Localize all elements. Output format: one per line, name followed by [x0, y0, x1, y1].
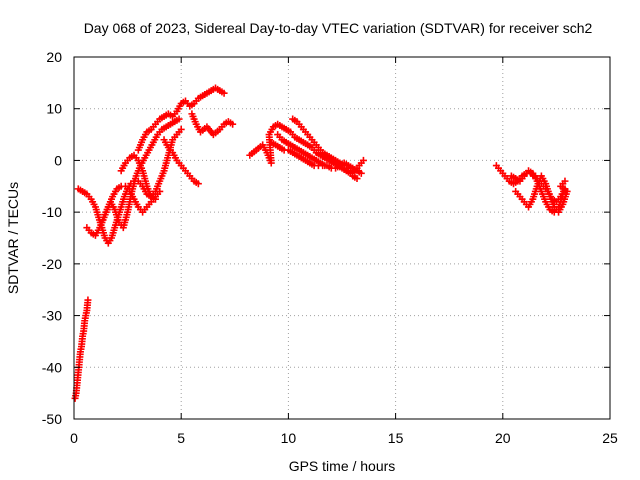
data-point — [561, 177, 569, 185]
x-tick-label: 5 — [177, 430, 185, 446]
series-sat-arc-1 — [71, 296, 92, 402]
series-sat-arc-11 — [289, 115, 361, 183]
plot-frame — [73, 56, 611, 420]
data-point — [220, 89, 228, 97]
data-point — [359, 156, 367, 164]
x-tick-label: 0 — [70, 430, 78, 446]
y-axis-title: SDTVAR / TECUs — [5, 182, 21, 294]
y-tick-label: 0 — [54, 152, 62, 168]
data-point — [229, 120, 237, 128]
y-tick-label: -10 — [42, 204, 62, 220]
x-tick-label: 15 — [388, 430, 404, 446]
x-axis-title: GPS time / hours — [289, 458, 396, 474]
x-tick-label: 10 — [281, 430, 297, 446]
data-point — [353, 175, 361, 183]
y-tick-label: 10 — [46, 101, 62, 117]
y-tick-label: -30 — [42, 308, 62, 324]
data-points — [71, 84, 571, 402]
data-point — [194, 180, 202, 188]
series-sat-arc-6 — [134, 84, 228, 154]
y-tick-label: -40 — [42, 359, 62, 375]
series-sat-arc-5 — [117, 125, 185, 201]
x-tick-label: 25 — [602, 430, 618, 446]
series-sat-arc-14 — [512, 172, 571, 216]
series-sat-arc-12 — [274, 131, 329, 170]
y-tick-label: -50 — [42, 411, 62, 427]
series-sat-arc-8 — [188, 110, 237, 139]
y-tick-label: 20 — [46, 49, 62, 65]
series-sat-arc-7 — [160, 136, 202, 188]
data-point — [84, 296, 92, 304]
series-sat-arc-4 — [98, 115, 183, 232]
data-point — [357, 169, 365, 177]
data-point — [175, 115, 183, 123]
data-point — [321, 162, 329, 170]
x-tick-label: 20 — [495, 430, 511, 446]
axis-ticks: 0 5 10 15 20 25 -50 -40 -30 -20 -10 0 10 20 — [42, 49, 618, 446]
chart-title: Day 068 of 2023, Sidereal Day-to-day VTE… — [84, 20, 593, 36]
data-point — [559, 193, 567, 201]
series-sat-arc-15 — [507, 167, 567, 216]
y-tick-label: -20 — [42, 256, 62, 272]
data-point — [177, 125, 185, 133]
grid-lines — [74, 57, 610, 419]
